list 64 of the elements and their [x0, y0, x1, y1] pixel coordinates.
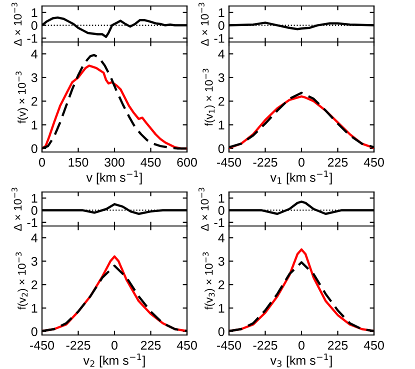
- y-axis-title: Δ × 10$^{−3}$: [198, 2, 209, 46]
- y-tick-label: 1: [32, 194, 38, 203]
- y-tick-label: -1: [214, 218, 224, 227]
- x-tick-label: 225: [140, 340, 161, 350]
- x-tick-label: 0: [39, 158, 45, 167]
- y-tick-label: 1: [32, 304, 38, 313]
- y-tick-label: 3: [218, 256, 224, 266]
- x-tick-label: 225: [328, 158, 348, 167]
- y-tick-label: 0: [218, 206, 224, 215]
- x-tick-label: -225: [66, 340, 90, 350]
- x-tick-label: 450: [364, 158, 384, 167]
- y-tick-label: 4: [31, 234, 38, 242]
- x-tick-label: -225: [253, 158, 278, 167]
- x-axis-title: v$_{2}$ [km s$^{−1}$]: [83, 354, 145, 368]
- x-tick-label: -450: [217, 158, 242, 167]
- x-tick-label: 0: [298, 158, 304, 167]
- x-tick-label: -225: [253, 340, 278, 350]
- y-tick-label: 1: [218, 194, 224, 203]
- y-tick-label: 1: [218, 120, 224, 130]
- y-tick-label: 4: [218, 50, 224, 58]
- y-tick-label: 0: [218, 21, 224, 30]
- y-tick-label: 1: [32, 120, 38, 130]
- y-tick-label: 0: [31, 144, 38, 154]
- y-tick-label: -1: [214, 34, 224, 43]
- x-tick-label: 600: [177, 158, 197, 167]
- y-tick-label: 3: [218, 73, 224, 82]
- y-tick-label: 0: [218, 327, 224, 336]
- x-axis-title: v$_{3}$ [km s$^{−1}$]: [270, 354, 332, 368]
- y-tick-label: -1: [27, 34, 38, 43]
- y-tick-label: 0: [31, 327, 38, 336]
- y-axis-title: Δ × 10$^{−3}$: [12, 2, 22, 46]
- y-tick-label: 4: [218, 234, 224, 242]
- y-tick-label: 2: [32, 96, 38, 106]
- x-tick-label: 225: [328, 340, 348, 350]
- x-axis-title: v [km s$^{−1}$]: [86, 170, 142, 184]
- y-axis-title: f(v$_{2}$) × 10$^{−3}$: [16, 252, 28, 310]
- y-tick-label: 4: [31, 50, 38, 58]
- x-tick-label: -450: [30, 340, 54, 350]
- x-tick-label: 450: [140, 158, 161, 167]
- y-tick-label: 3: [31, 73, 38, 82]
- y-tick-label: 0: [218, 144, 224, 154]
- x-axis-title: v$_{1}$ [km s$^{−1}$]: [270, 170, 332, 184]
- x-tick-label: -450: [217, 340, 242, 350]
- y-axis-title: f(v) × 10$^{−3}$: [16, 71, 28, 124]
- y-tick-label: 2: [32, 280, 38, 290]
- y-tick-label: -1: [27, 218, 38, 227]
- x-tick-label: 0: [112, 340, 118, 350]
- y-tick-label: 0: [31, 206, 38, 215]
- y-tick-label: 1: [32, 8, 38, 17]
- y-tick-label: 0: [31, 21, 38, 30]
- y-tick-label: 3: [31, 256, 38, 266]
- x-tick-label: 0: [298, 340, 304, 350]
- y-axis-title: Δ × 10$^{−3}$: [198, 188, 209, 231]
- y-tick-label: 2: [218, 280, 224, 290]
- y-tick-label: 2: [218, 96, 224, 106]
- x-tick-label: 450: [176, 340, 197, 350]
- x-tick-label: 300: [104, 158, 124, 167]
- y-axis-title: Δ × 10$^{−3}$: [12, 188, 22, 231]
- y-tick-label: 1: [218, 304, 224, 313]
- y-axis-title: f(v$_{1}$) × 10$^{−3}$: [202, 68, 215, 126]
- y-axis-title: f(v$_{3}$) × 10$^{−3}$: [202, 252, 215, 310]
- y-tick-label: 1: [218, 8, 224, 17]
- x-tick-label: 150: [68, 158, 88, 167]
- x-tick-label: 450: [364, 340, 384, 350]
